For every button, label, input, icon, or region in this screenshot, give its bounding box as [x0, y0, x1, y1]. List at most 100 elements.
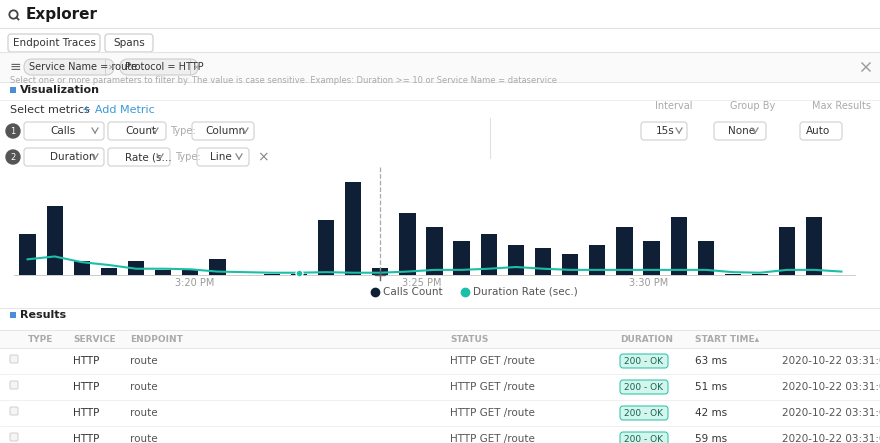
- Text: SERVICE: SERVICE: [73, 334, 115, 343]
- Text: route: route: [130, 356, 158, 366]
- FancyBboxPatch shape: [620, 354, 668, 368]
- Bar: [779, 227, 796, 275]
- Text: HTTP: HTTP: [73, 356, 99, 366]
- Text: Group By: Group By: [730, 101, 775, 111]
- FancyBboxPatch shape: [8, 34, 100, 52]
- Bar: [264, 274, 280, 275]
- FancyBboxPatch shape: [105, 34, 153, 52]
- Bar: [400, 213, 415, 275]
- Text: 200 - OK: 200 - OK: [625, 357, 664, 365]
- Text: Calls Count: Calls Count: [383, 287, 443, 297]
- FancyBboxPatch shape: [197, 148, 249, 166]
- Text: Explorer: Explorer: [26, 7, 98, 22]
- Bar: [643, 241, 660, 275]
- Bar: [562, 254, 578, 275]
- Text: Rate (s...: Rate (s...: [125, 152, 172, 162]
- Bar: [372, 268, 388, 275]
- Bar: [290, 274, 307, 275]
- Text: Interval: Interval: [655, 101, 693, 111]
- FancyBboxPatch shape: [10, 381, 18, 389]
- Text: route: route: [130, 382, 158, 392]
- Text: ✕: ✕: [108, 62, 115, 71]
- Text: route: route: [130, 434, 158, 443]
- FancyBboxPatch shape: [620, 406, 668, 420]
- Text: 2020-10-22 03:31:06 PM: 2020-10-22 03:31:06 PM: [782, 434, 880, 443]
- Text: 42 ms: 42 ms: [695, 408, 727, 418]
- Text: HTTP: HTTP: [73, 382, 99, 392]
- Text: Calls: Calls: [50, 126, 76, 136]
- Text: 2020-10-22 03:31:06 PM: 2020-10-22 03:31:06 PM: [782, 408, 880, 418]
- Text: Column: Column: [205, 126, 246, 136]
- Text: Duration: Duration: [50, 152, 96, 162]
- Bar: [209, 259, 225, 275]
- FancyBboxPatch shape: [108, 122, 166, 140]
- Text: Auto: Auto: [806, 126, 830, 136]
- FancyBboxPatch shape: [800, 122, 842, 140]
- Text: Count: Count: [125, 126, 156, 136]
- Text: Protocol = HTTP: Protocol = HTTP: [125, 62, 203, 72]
- Bar: [155, 269, 172, 275]
- Text: STATUS: STATUS: [450, 334, 488, 343]
- Text: 15s: 15s: [656, 126, 675, 136]
- Bar: [10, 87, 16, 93]
- Bar: [589, 245, 605, 275]
- Text: 51 ms: 51 ms: [695, 382, 727, 392]
- Text: Type:: Type:: [175, 152, 201, 162]
- Text: Type:: Type:: [170, 126, 195, 136]
- Text: ×: ×: [257, 150, 268, 164]
- Bar: [535, 248, 551, 275]
- Bar: [345, 182, 362, 275]
- Bar: [101, 268, 117, 275]
- Bar: [47, 206, 62, 275]
- Text: HTTP GET /route: HTTP GET /route: [450, 408, 535, 418]
- Text: 2020-10-22 03:31:06 PM: 2020-10-22 03:31:06 PM: [782, 356, 880, 366]
- Text: 3:20 PM: 3:20 PM: [175, 278, 215, 288]
- Bar: [0, 52, 880, 82]
- Bar: [19, 234, 36, 275]
- FancyBboxPatch shape: [10, 433, 18, 441]
- Text: HTTP GET /route: HTTP GET /route: [450, 382, 535, 392]
- Text: START TIME▴: START TIME▴: [695, 334, 759, 343]
- FancyBboxPatch shape: [620, 432, 668, 443]
- Text: 2: 2: [11, 152, 16, 162]
- Bar: [671, 218, 686, 275]
- Bar: [0, 330, 880, 348]
- Text: ≡: ≡: [10, 60, 22, 74]
- Text: 3:30 PM: 3:30 PM: [629, 278, 669, 288]
- FancyBboxPatch shape: [108, 148, 170, 166]
- Text: + Add Metric: + Add Metric: [82, 105, 155, 115]
- FancyBboxPatch shape: [192, 122, 254, 140]
- FancyBboxPatch shape: [10, 407, 18, 415]
- Text: HTTP GET /route: HTTP GET /route: [450, 356, 535, 366]
- Bar: [10, 312, 16, 318]
- Text: Select one or more parameters to filter by. The value is case sensitive. Example: Select one or more parameters to filter …: [10, 75, 557, 85]
- Text: Line: Line: [210, 152, 231, 162]
- Text: Duration Rate (sec.): Duration Rate (sec.): [473, 287, 578, 297]
- Text: Endpoint Traces: Endpoint Traces: [12, 38, 95, 48]
- Text: 1: 1: [11, 127, 16, 136]
- Text: Results: Results: [20, 310, 66, 320]
- Text: Select metrics: Select metrics: [10, 105, 90, 115]
- Bar: [480, 234, 497, 275]
- Bar: [725, 274, 741, 275]
- Text: route: route: [130, 408, 158, 418]
- Text: 2020-10-22 03:31:06 PM: 2020-10-22 03:31:06 PM: [782, 382, 880, 392]
- Text: Service Name = route: Service Name = route: [29, 62, 137, 72]
- Text: None: None: [728, 126, 755, 136]
- Text: HTTP GET /route: HTTP GET /route: [450, 434, 535, 443]
- Text: 59 ms: 59 ms: [695, 434, 727, 443]
- Text: Spans: Spans: [114, 38, 145, 48]
- Text: ENDPOINT: ENDPOINT: [130, 334, 183, 343]
- Text: DURATION: DURATION: [620, 334, 673, 343]
- Text: TYPE: TYPE: [28, 334, 54, 343]
- FancyBboxPatch shape: [620, 380, 668, 394]
- FancyBboxPatch shape: [120, 59, 198, 75]
- Bar: [698, 241, 714, 275]
- FancyBboxPatch shape: [641, 122, 687, 140]
- FancyBboxPatch shape: [10, 355, 18, 363]
- Bar: [752, 274, 768, 275]
- FancyBboxPatch shape: [24, 122, 104, 140]
- Bar: [427, 227, 443, 275]
- Bar: [182, 269, 199, 275]
- Bar: [806, 218, 823, 275]
